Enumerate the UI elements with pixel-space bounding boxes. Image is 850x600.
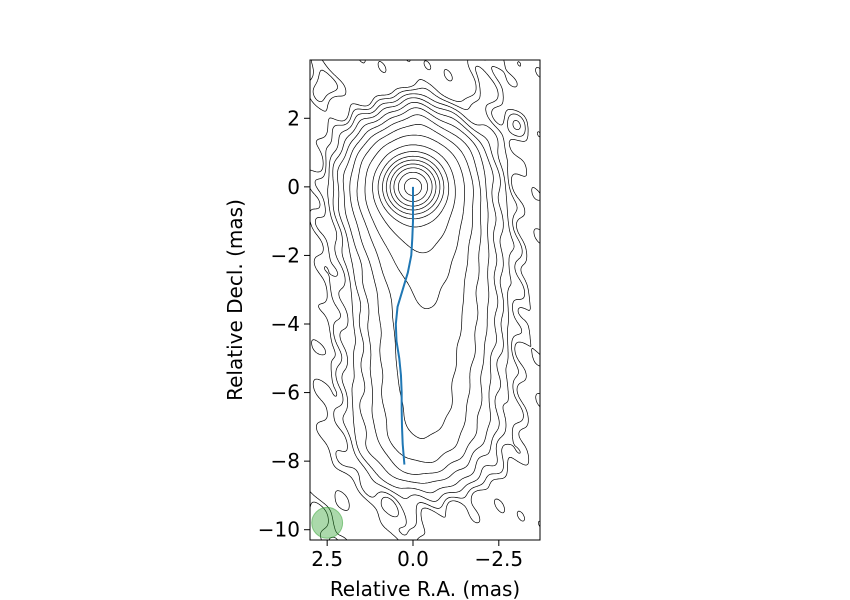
contour-level (398, 171, 428, 202)
y-axis-ticks: 2 0 −2 −4 −6 −8 −10 (258, 106, 310, 542)
plot-frame (309, 59, 541, 541)
y-tick-label: −10 (258, 518, 300, 542)
contour-level (364, 134, 465, 310)
contour-level (385, 159, 441, 215)
contour-level (356, 124, 474, 439)
contour-map (310, 60, 540, 540)
y-tick-label: −8 (271, 449, 300, 473)
contour-level (310, 65, 526, 540)
y-tick-label: 2 (287, 106, 300, 130)
y-tick-label: −4 (271, 312, 300, 336)
x-axis-label: Relative R.A. (mas) (330, 577, 520, 600)
y-axis-label: Relative Decl. (mas) (223, 199, 247, 401)
x-tick-label: −2.5 (475, 547, 524, 571)
x-tick-label: 0.0 (397, 547, 429, 571)
contour-level (393, 167, 433, 207)
contour-level (342, 107, 490, 475)
contour-level (337, 101, 499, 484)
contour-level (310, 60, 540, 540)
contour-level (382, 155, 445, 220)
negative-contour (359, 60, 540, 522)
beam-ellipse (311, 506, 344, 539)
x-axis-ticks: 2.5 0.0 −2.5 (311, 540, 523, 571)
x-tick-label: 2.5 (311, 547, 343, 571)
contour-level (349, 114, 482, 463)
contour-level (372, 144, 456, 254)
contour-level (404, 177, 422, 196)
y-tick-label: 0 (287, 175, 300, 199)
contour-level (327, 93, 521, 502)
jet-ridge-line (394, 186, 414, 465)
contour-level (332, 97, 504, 494)
contour-level (377, 151, 450, 228)
y-tick-label: −2 (271, 243, 300, 267)
y-tick-label: −6 (271, 381, 300, 405)
